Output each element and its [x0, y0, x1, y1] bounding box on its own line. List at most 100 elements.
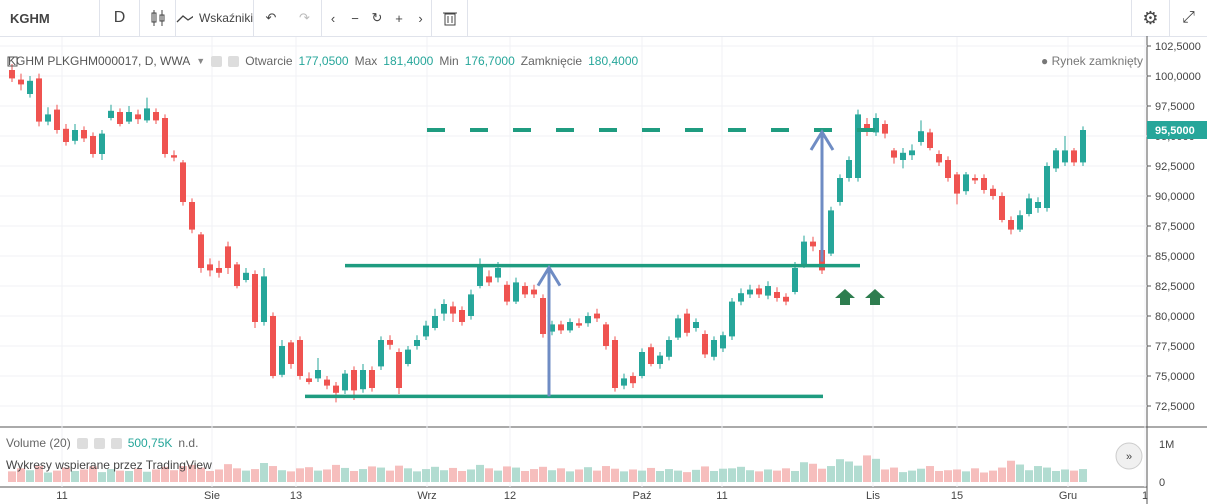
eye-icon[interactable] [211, 55, 223, 67]
interval-button[interactable]: D [100, 0, 140, 36]
volume-bar [395, 465, 403, 482]
volume-bar [98, 472, 106, 482]
top-toolbar: KGHM D Wskaźniki ↶ ↷ ‹ − ↻ + › ⚙ ⤢ [0, 0, 1207, 37]
volume-bar [314, 470, 322, 482]
volume-bar [224, 464, 232, 482]
candles-style-icon[interactable] [140, 0, 176, 36]
volume-bar [566, 471, 574, 482]
series-legend: KGHM PLKGHM000017, D, WWA ▼ Otwarcie 177… [8, 54, 638, 68]
volume-bar [557, 468, 565, 482]
candle-body [162, 118, 168, 154]
candle-body [522, 286, 528, 295]
breakout-marker-icon [835, 289, 855, 305]
range-arrow-head [536, 264, 562, 287]
scroll-right-icon[interactable]: › [410, 0, 432, 36]
volume-bar [863, 455, 871, 482]
volume-bar [80, 469, 88, 482]
trash-icon[interactable] [432, 0, 468, 36]
time-label: Sie [204, 490, 220, 502]
volume-bar [773, 470, 781, 482]
volume-bar [71, 470, 79, 482]
price-tick-label: 100,0000 [1155, 71, 1201, 83]
volume-bar [890, 467, 898, 482]
candle-body [702, 334, 708, 355]
indicators-button[interactable]: Wskaźniki [176, 0, 254, 36]
candle-body [1008, 220, 1014, 230]
fullscreen-icon[interactable]: ⤢ [1169, 0, 1207, 36]
volume-bar [143, 471, 151, 482]
candle-body [90, 136, 96, 154]
volume-bar [836, 459, 844, 482]
candle-body [468, 294, 474, 316]
volume-close-icon[interactable] [110, 437, 122, 449]
volume-bar [1016, 464, 1024, 482]
candle-body [540, 298, 546, 334]
volume-bar [962, 471, 970, 482]
volume-bar [926, 466, 934, 482]
volume-bar [188, 464, 196, 482]
volume-bar [251, 469, 259, 482]
price-tick-label: 75,0000 [1155, 371, 1195, 383]
volume-bar [701, 466, 709, 482]
zoom-in-icon[interactable]: + [395, 10, 403, 26]
candle-body [297, 340, 303, 376]
settings-gear-icon[interactable]: ⚙ [1131, 0, 1169, 36]
volume-bar [1052, 470, 1060, 482]
price-tick-label: 92,5000 [1155, 161, 1195, 173]
volume-eye-icon[interactable] [76, 437, 88, 449]
candle-body [459, 310, 465, 322]
volume-bar [62, 467, 70, 482]
candle-body [612, 340, 618, 388]
volume-bar [233, 468, 241, 482]
volume-bar [827, 466, 835, 482]
candle-body [216, 268, 222, 273]
settings-small-icon[interactable] [228, 55, 240, 67]
candle-body [558, 324, 564, 331]
reset-icon[interactable]: ↻ [371, 10, 383, 25]
scroll-left-icon[interactable]: ‹ [330, 10, 336, 26]
candle-body [432, 316, 438, 328]
candle-body [648, 347, 654, 364]
tradingview-watermark[interactable]: Wykresy wspierane przez TradingView [6, 458, 212, 472]
volume-bar [1043, 467, 1051, 482]
candle-body [630, 376, 636, 384]
candle-body [675, 318, 681, 338]
candle-body [1044, 166, 1050, 208]
volume-bar [152, 469, 160, 482]
volume-settings-icon[interactable] [93, 437, 105, 449]
volume-bar [764, 469, 772, 482]
candle-body [576, 323, 582, 326]
candle-body [54, 109, 60, 130]
volume-bar [35, 466, 43, 482]
last-price-badge [1147, 121, 1207, 139]
candle-body [306, 378, 312, 382]
time-label: 15 [951, 490, 963, 502]
redo-icon[interactable]: ↷ [288, 0, 322, 36]
candle-body [396, 352, 402, 388]
volume-bar [854, 465, 862, 482]
candle-body [252, 274, 258, 322]
candle-body [621, 378, 627, 386]
candle-body [747, 289, 753, 295]
candle-body [891, 150, 897, 158]
volume-bar [1070, 470, 1078, 482]
time-label: 11 [56, 490, 67, 502]
volume-bar [494, 470, 502, 482]
candle-body [72, 130, 78, 141]
series-dropdown-icon[interactable]: ▼ [196, 56, 206, 66]
volume-bar [449, 467, 457, 482]
candle-body [27, 80, 33, 94]
candle-body [144, 108, 150, 121]
undo-icon[interactable]: ↶ [265, 10, 277, 25]
zoom-out-icon[interactable]: − [351, 10, 359, 26]
volume-bar [944, 470, 952, 482]
symbol-search-button[interactable]: KGHM [0, 0, 100, 36]
candle-body [135, 114, 141, 120]
candle-body [711, 340, 717, 357]
indicators-label: Wskaźniki [198, 11, 253, 25]
volume-bar [161, 466, 169, 482]
market-status: ● Rynek zamknięty [1041, 54, 1143, 68]
volume-legend: Volume (20) 500,75K n.d. [6, 436, 198, 450]
volume-bar [656, 470, 664, 482]
